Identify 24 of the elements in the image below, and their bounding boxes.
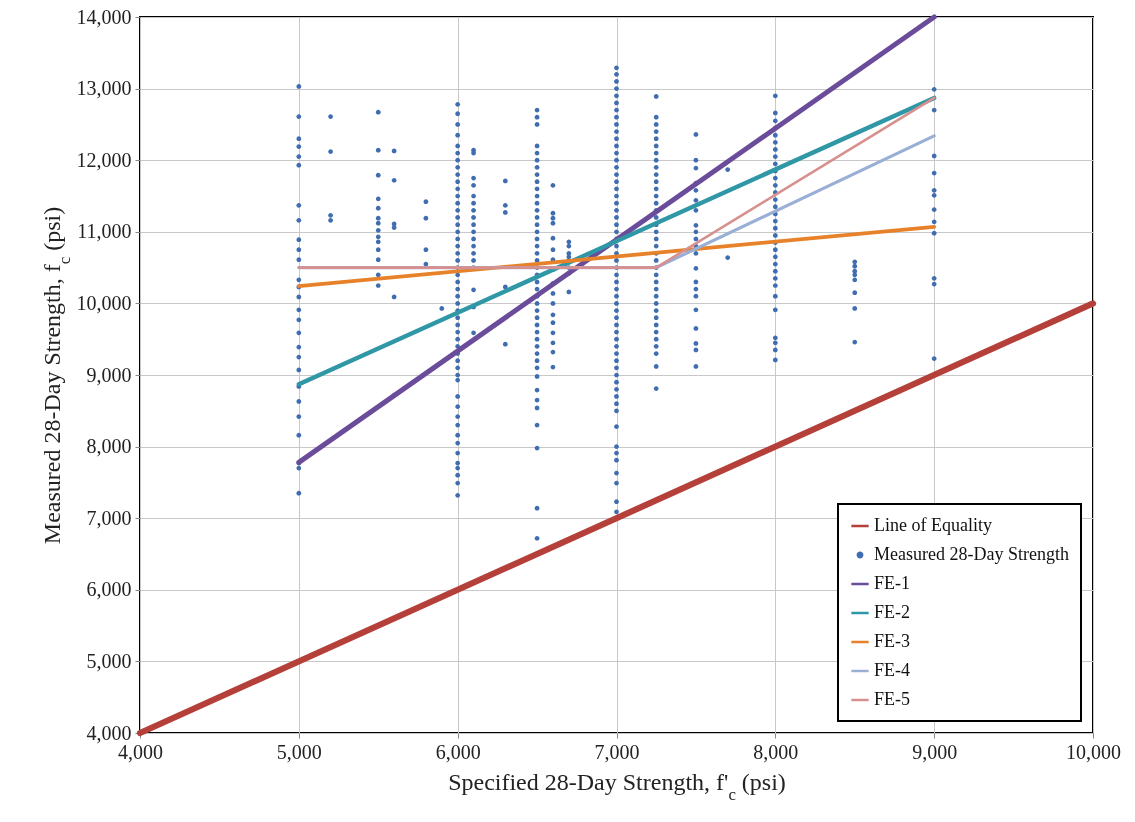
legend-label: FE-5 [874, 689, 910, 709]
y-tick-label: 10,000 [76, 291, 132, 314]
x-tick-label: 6,000 [435, 740, 481, 763]
y-tick-label: 9,000 [86, 363, 132, 386]
x-tick-label: 8,000 [753, 740, 799, 763]
legend-label: FE-1 [874, 573, 910, 593]
y-tick-label: 14,000 [76, 5, 132, 28]
y-tick-label: 5,000 [86, 649, 132, 672]
y-tick-label: 6,000 [86, 578, 132, 601]
x-tick-label: 5,000 [276, 740, 322, 763]
y-tick-label: 8,000 [86, 435, 132, 458]
y-tick-label: 7,000 [86, 506, 132, 529]
x-tick-label: 9,000 [912, 740, 958, 763]
legend-label: Measured 28-Day Strength [874, 544, 1069, 564]
x-tick-label: 10,000 [1066, 740, 1121, 763]
x-tick-label: 7,000 [594, 740, 640, 763]
y-tick-label: 11,000 [77, 220, 132, 243]
legend-label: Line of Equality [874, 515, 992, 535]
y-tick-label: 12,000 [76, 148, 132, 171]
y-tick-label: 13,000 [76, 77, 132, 100]
legend-label: FE-2 [874, 602, 910, 622]
x-axis-title: Specified 28-Day Strength, f'$_{c}$ (psi) [448, 768, 786, 803]
legend-label: FE-4 [874, 660, 910, 680]
legend-label: FE-3 [874, 631, 910, 651]
